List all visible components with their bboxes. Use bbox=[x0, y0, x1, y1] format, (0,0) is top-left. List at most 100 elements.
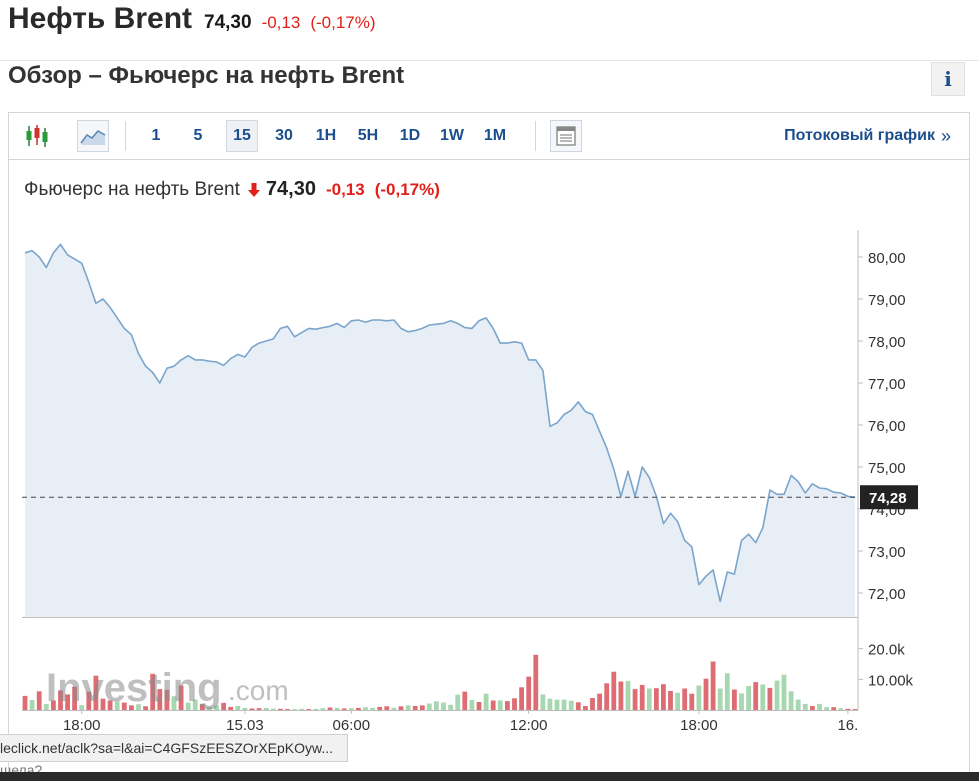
volume-tick-label: 10.00k bbox=[868, 672, 914, 689]
volume-bar bbox=[434, 701, 439, 710]
interval-1[interactable]: 1 bbox=[151, 127, 161, 144]
toolbar-separator bbox=[535, 121, 536, 151]
volume-bar bbox=[107, 700, 113, 710]
volume-bar bbox=[817, 703, 822, 710]
volume-bar bbox=[29, 699, 35, 710]
table-view-icon[interactable] bbox=[550, 120, 582, 152]
current-price-badge bbox=[860, 485, 918, 510]
volume-bar bbox=[476, 702, 482, 710]
volume-bar bbox=[646, 688, 652, 710]
volume-bar bbox=[263, 707, 269, 710]
volume-bar bbox=[164, 689, 170, 710]
volume-bar bbox=[384, 706, 390, 710]
time-tick-label: 15.03 bbox=[226, 717, 264, 734]
volume-bar bbox=[703, 678, 709, 710]
volume-bar bbox=[462, 691, 468, 710]
volume-bar bbox=[327, 707, 333, 710]
price-tick-label: 73,00 bbox=[868, 544, 906, 561]
volume-bar bbox=[795, 699, 801, 710]
volume-bar bbox=[604, 683, 610, 710]
volume-bar bbox=[512, 698, 517, 710]
volume-bar bbox=[448, 704, 453, 710]
chart-header: Фьючерс на нефть Brent 74,30 -0,13 (-0,1… bbox=[24, 178, 440, 201]
volume-bar bbox=[611, 671, 617, 710]
interval-5[interactable]: 5 bbox=[193, 127, 203, 144]
volume-bar bbox=[242, 707, 248, 710]
volume-bar bbox=[831, 707, 837, 710]
interval-15[interactable]: 15 bbox=[226, 120, 258, 152]
volume-bar bbox=[661, 684, 666, 710]
interval-1h[interactable]: 1H bbox=[315, 127, 337, 144]
price-tick-label: 75,00 bbox=[868, 460, 906, 477]
volume-bar bbox=[313, 708, 319, 710]
volume-bar bbox=[845, 708, 851, 710]
price-tick-label: 78,00 bbox=[868, 334, 906, 351]
price-tick-label: 72,00 bbox=[868, 586, 906, 603]
volume-bar bbox=[136, 704, 141, 710]
volume-bar bbox=[363, 707, 368, 710]
streaming-chart-link[interactable]: Потоковый график » bbox=[784, 120, 951, 152]
volume-bar bbox=[86, 691, 92, 710]
investing-watermark: Investing bbox=[46, 666, 222, 710]
interval-1d[interactable]: 1D bbox=[399, 127, 421, 144]
volume-bar bbox=[781, 674, 787, 710]
price-change-percent: (-0,17%) bbox=[310, 13, 376, 32]
volume-bar bbox=[505, 701, 510, 710]
volume-bar bbox=[575, 702, 581, 710]
interval-1m[interactable]: 1M bbox=[483, 127, 507, 144]
volume-bar bbox=[143, 706, 148, 710]
volume-bar bbox=[299, 708, 305, 710]
info-button[interactable]: i bbox=[931, 62, 965, 96]
volume-bar bbox=[426, 703, 432, 710]
volume-bar bbox=[221, 702, 226, 710]
volume-bar bbox=[178, 685, 184, 710]
volume-bar bbox=[810, 706, 815, 710]
instrument-header: Нефть Brent 74,30 -0,13 (-0,17%) bbox=[8, 2, 376, 38]
volume-bar bbox=[398, 706, 404, 710]
chart-price-change: -0,13 bbox=[325, 180, 365, 199]
volume-bar bbox=[121, 702, 127, 710]
volume-bar bbox=[625, 680, 631, 710]
volume-bar bbox=[618, 681, 624, 710]
volume-bar bbox=[767, 687, 773, 710]
chevron-right-icon: » bbox=[940, 125, 951, 146]
info-icon: i bbox=[944, 67, 952, 91]
volume-bar bbox=[568, 700, 574, 710]
volume-bar bbox=[93, 675, 99, 710]
volume-bar bbox=[774, 680, 780, 710]
price-area-fill bbox=[25, 244, 855, 617]
volume-bar bbox=[746, 686, 751, 710]
investing-watermark-suffix: .com bbox=[228, 675, 289, 706]
interval-5h[interactable]: 5H bbox=[357, 127, 379, 144]
candlestick-icon[interactable] bbox=[19, 120, 55, 152]
chart-toolbar: 1 5 15 30 1H 5H 1D 1W 1M Потоковый графи… bbox=[9, 113, 969, 160]
time-tick-label: 18:00 bbox=[680, 717, 718, 734]
interval-30[interactable]: 30 bbox=[275, 127, 293, 144]
price-change: -0,13 bbox=[261, 13, 301, 32]
volume-bar bbox=[306, 709, 312, 710]
volume-bar bbox=[199, 704, 205, 710]
area-chart-icon[interactable] bbox=[77, 120, 109, 152]
volume-bar bbox=[419, 705, 425, 710]
instrument-price: 74,30 bbox=[204, 12, 252, 33]
volume-bar bbox=[802, 703, 808, 710]
volume-bar bbox=[405, 705, 411, 710]
volume-bar bbox=[51, 700, 56, 710]
price-tick-label: 79,00 bbox=[868, 292, 906, 309]
down-arrow-icon bbox=[247, 182, 260, 197]
volume-bar bbox=[540, 694, 546, 710]
interval-1w[interactable]: 1W bbox=[440, 127, 464, 144]
time-tick-label: 06:00 bbox=[333, 717, 371, 734]
price-series-line bbox=[24, 243, 856, 603]
volume-bar bbox=[100, 698, 106, 710]
volume-tick-label: 20.0k bbox=[868, 642, 905, 659]
volume-bar bbox=[547, 698, 553, 710]
volume-bar bbox=[292, 709, 297, 710]
volume-bar bbox=[249, 708, 255, 710]
volume-bar bbox=[22, 695, 28, 710]
volume-bar bbox=[348, 708, 354, 710]
volume-bar bbox=[852, 709, 858, 710]
volume-bar bbox=[235, 706, 241, 710]
volume-bar bbox=[129, 705, 134, 710]
